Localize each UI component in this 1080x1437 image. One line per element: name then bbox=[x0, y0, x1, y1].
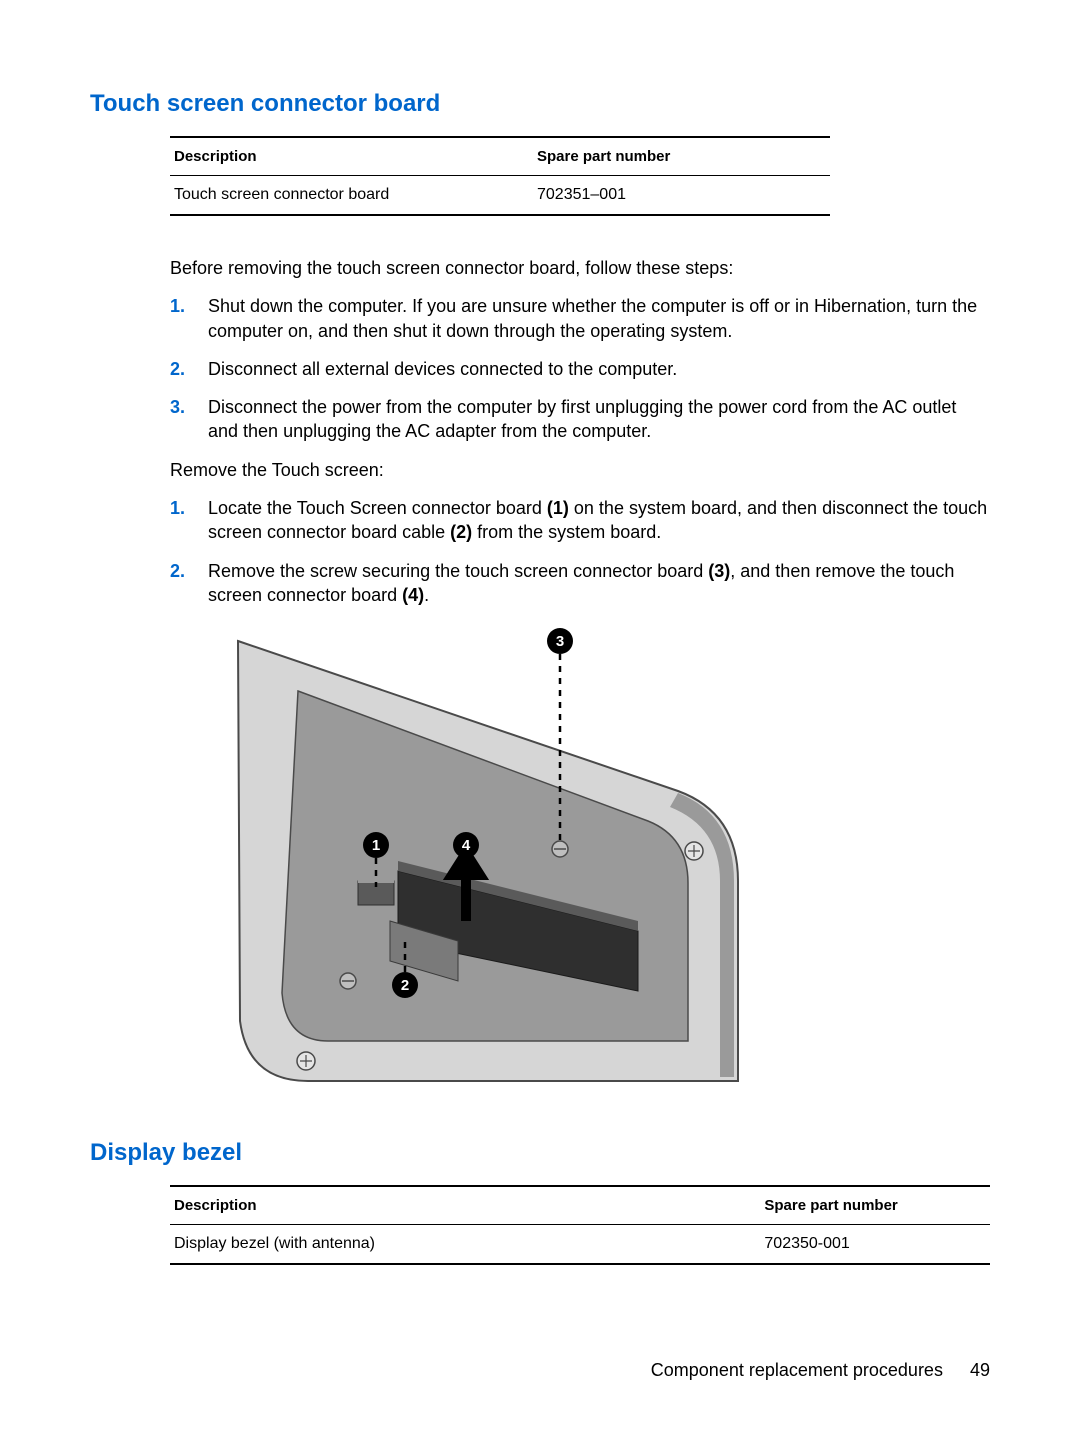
table-header-spare: Spare part number bbox=[533, 137, 830, 176]
parts-table-touch-screen: Description Spare part number Touch scre… bbox=[170, 136, 830, 216]
diagram-svg: 1 2 3 4 bbox=[208, 621, 748, 1111]
parts-table-display-bezel: Description Spare part number Display be… bbox=[170, 1185, 990, 1265]
page-footer: Component replacement procedures 49 bbox=[651, 1360, 990, 1381]
section-heading-touch-screen: Touch screen connector board bbox=[90, 90, 990, 118]
cell-description: Touch screen connector board bbox=[170, 176, 533, 216]
list-item: Locate the Touch Screen connector board … bbox=[170, 496, 990, 545]
callout-2: 2 bbox=[401, 977, 409, 994]
remove-steps-list: Locate the Touch Screen connector board … bbox=[170, 496, 990, 607]
callout-3: 3 bbox=[556, 633, 564, 650]
cell-spare: 702351–001 bbox=[533, 176, 830, 216]
list-item: Disconnect all external devices connecte… bbox=[170, 357, 990, 381]
callout-1: 1 bbox=[372, 837, 380, 854]
footer-page-number: 49 bbox=[970, 1360, 990, 1380]
callout-4: 4 bbox=[462, 837, 471, 854]
table-row: Touch screen connector board 702351–001 bbox=[170, 176, 830, 216]
table-row: Display bezel (with antenna) 702350-001 bbox=[170, 1225, 990, 1265]
connector-board-diagram: 1 2 3 4 bbox=[208, 621, 748, 1111]
table-header-spare: Spare part number bbox=[760, 1186, 990, 1225]
list-item: Remove the screw securing the touch scre… bbox=[170, 559, 990, 608]
cell-description: Display bezel (with antenna) bbox=[170, 1225, 760, 1265]
cell-spare: 702350-001 bbox=[760, 1225, 990, 1265]
section-heading-display-bezel: Display bezel bbox=[90, 1139, 990, 1167]
list-item: Disconnect the power from the computer b… bbox=[170, 395, 990, 444]
footer-label: Component replacement procedures bbox=[651, 1360, 943, 1380]
table-header-description: Description bbox=[170, 1186, 760, 1225]
list-item: Shut down the computer. If you are unsur… bbox=[170, 294, 990, 343]
prep-steps-list: Shut down the computer. If you are unsur… bbox=[170, 294, 990, 443]
intro-text: Before removing the touch screen connect… bbox=[170, 256, 990, 280]
table-header-description: Description bbox=[170, 137, 533, 176]
remove-lead-text: Remove the Touch screen: bbox=[170, 458, 990, 482]
